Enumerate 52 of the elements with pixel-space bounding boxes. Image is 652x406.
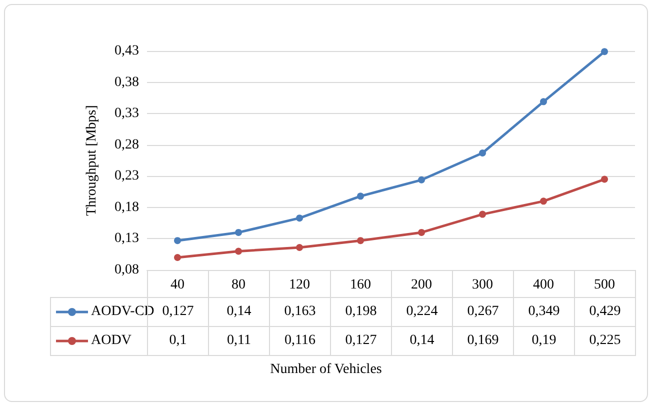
data-label: 0,11 bbox=[208, 326, 270, 356]
point bbox=[296, 214, 303, 222]
legend-label: AODV-CD bbox=[91, 304, 154, 320]
y-axis-title: Throughput [Mbps] bbox=[84, 105, 100, 216]
x-tick-label: 40 bbox=[170, 278, 184, 292]
point bbox=[418, 176, 425, 184]
x-tick-label: 200 bbox=[411, 278, 432, 292]
point bbox=[540, 98, 547, 106]
point bbox=[235, 248, 242, 255]
point bbox=[479, 149, 486, 156]
data-label: 0,116 bbox=[269, 326, 331, 356]
point bbox=[601, 48, 608, 56]
x-tick-label: 300 bbox=[472, 278, 493, 292]
y-tick-label: 0,18 bbox=[114, 200, 139, 215]
data-label: 0,225 bbox=[574, 326, 636, 356]
point bbox=[357, 192, 364, 200]
y-tick-label: 0,38 bbox=[114, 74, 139, 90]
data-label: 0,163 bbox=[269, 297, 331, 327]
y-tick-label: 0,43 bbox=[114, 44, 139, 58]
point bbox=[235, 228, 242, 236]
data-label: 0,14 bbox=[208, 297, 270, 327]
x-tick-label: 500 bbox=[594, 278, 615, 292]
data-label: 0,349 bbox=[513, 297, 575, 327]
point bbox=[174, 254, 181, 261]
data-label: 0,1 bbox=[147, 326, 209, 356]
point bbox=[174, 237, 181, 244]
x-tick-label: 120 bbox=[289, 278, 310, 292]
data-label: 0,127 bbox=[330, 326, 392, 356]
data-label: 0,19 bbox=[513, 326, 575, 356]
data-label: 0,429 bbox=[574, 297, 636, 327]
data-label: 0,14 bbox=[391, 326, 453, 356]
x-tick-label: 400 bbox=[533, 278, 554, 292]
y-tick-label: 0,23 bbox=[114, 168, 139, 184]
y-tick-label: 0,33 bbox=[114, 106, 139, 122]
point bbox=[540, 198, 547, 205]
y-tick-label: 0,08 bbox=[114, 262, 139, 278]
y-tick-label: 0,13 bbox=[114, 231, 139, 246]
x-tick-label: 80 bbox=[232, 278, 246, 292]
point bbox=[479, 210, 486, 218]
x-tick-label: 160 bbox=[350, 278, 371, 292]
y-tick-label: 0,28 bbox=[114, 137, 139, 152]
point bbox=[296, 244, 303, 251]
data-label: 0,169 bbox=[452, 326, 514, 356]
data-label: 0,127 bbox=[162, 304, 194, 319]
data-label: 0,198 bbox=[330, 297, 392, 327]
data-label: 0,224 bbox=[391, 297, 453, 327]
data-label: 0,267 bbox=[452, 297, 514, 327]
point bbox=[601, 176, 608, 183]
point bbox=[418, 228, 425, 236]
x-axis-title: Number of Vehicles bbox=[269, 362, 383, 378]
point bbox=[357, 237, 364, 244]
legend-label: AODV bbox=[91, 333, 132, 349]
